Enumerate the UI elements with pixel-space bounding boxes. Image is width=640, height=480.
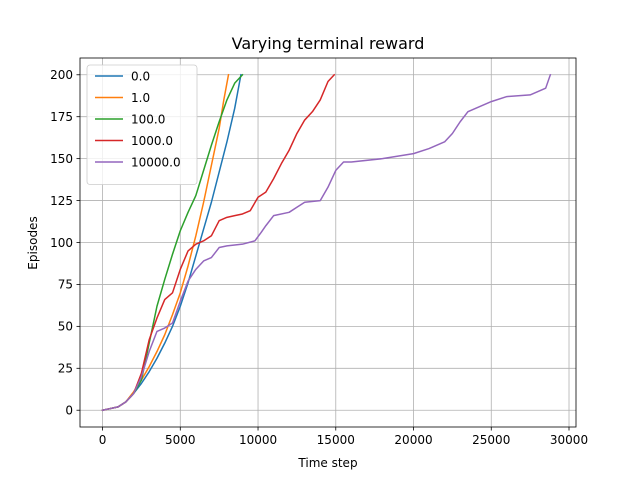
series-line-5 — [101, 73, 552, 412]
y-tick-label: 150 — [50, 152, 73, 166]
x-tick-label: 30000 — [550, 433, 588, 447]
y-tick-label: 125 — [50, 194, 73, 208]
legend-label-2: 1.0 — [131, 91, 150, 105]
y-tick-label: 100 — [50, 236, 73, 250]
x-tick-label: 25000 — [472, 433, 510, 447]
y-tick-label: 75 — [58, 278, 73, 292]
chart-title: Varying terminal reward — [232, 34, 425, 53]
data-series — [101, 73, 552, 412]
x-tick-label: 10000 — [239, 433, 277, 447]
grid-lines — [80, 58, 576, 427]
y-tick-label: 50 — [58, 320, 73, 334]
legend-box — [86, 64, 198, 185]
legend-label-5: 10000.0 — [131, 155, 181, 169]
legend-label-1: 0.0 — [131, 69, 150, 83]
y-tick-label: 175 — [50, 110, 73, 124]
x-tick-label: 5000 — [165, 433, 196, 447]
legend-label-4: 1000.0 — [131, 134, 173, 148]
y-tick-label: 25 — [58, 362, 73, 376]
axes: 0 5000 10000 15000 20000 25000 30000 0 25 50 75 100… — [50, 57, 588, 447]
legend: 0.0 1.0 100.0 1000.0 10000.0 — [86, 64, 198, 185]
x-axis-label: Time step — [297, 456, 357, 470]
plot-frame — [79, 57, 577, 428]
x-tick-label: 20000 — [394, 433, 432, 447]
series-line-4 — [101, 73, 336, 412]
legend-label-3: 100.0 — [131, 112, 165, 126]
y-tick-label: 200 — [50, 68, 73, 82]
x-tick-label: 15000 — [317, 433, 355, 447]
y-axis-label: Episodes — [26, 216, 40, 269]
y-tick-label: 0 — [65, 404, 73, 418]
x-tick-label: 0 — [99, 433, 107, 447]
